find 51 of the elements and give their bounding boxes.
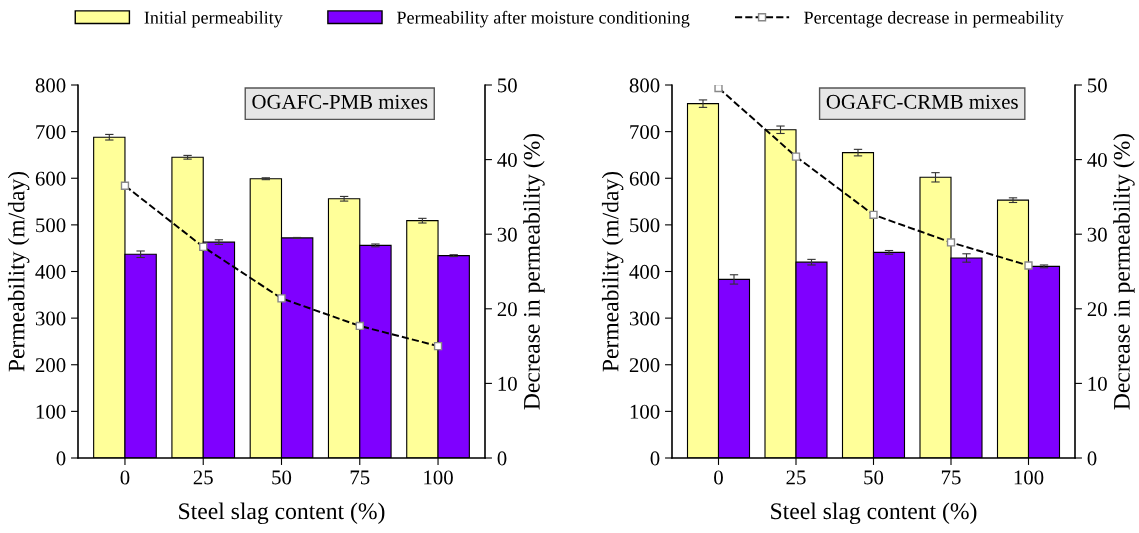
y-tick-label: 800 bbox=[35, 78, 66, 93]
y-tick-label: 300 bbox=[35, 311, 66, 326]
legend-label: Percentage decrease in permeability bbox=[804, 11, 1064, 28]
y2-tick-label: 20 bbox=[1087, 302, 1107, 317]
y-axis-title: Permeability (m/day) bbox=[601, 171, 624, 372]
legend-label: Initial permeability bbox=[144, 11, 283, 28]
x-tick-label: 0 bbox=[120, 470, 130, 485]
y2-tick-label: 20 bbox=[497, 302, 517, 317]
y-tick-label: 600 bbox=[35, 171, 66, 186]
y2-tick-label: 0 bbox=[497, 451, 507, 466]
y-tick-label: 100 bbox=[630, 404, 660, 419]
y2-tick-label: 50 bbox=[1088, 78, 1107, 93]
x-tick-label: 75 bbox=[350, 470, 370, 485]
x-tick-label: 50 bbox=[272, 470, 292, 485]
y-tick-label: 500 bbox=[630, 218, 660, 233]
y-tick-label: 200 bbox=[629, 358, 660, 373]
y-tick-label: 700 bbox=[36, 125, 66, 140]
y2-tick-label: 10 bbox=[498, 376, 517, 391]
x-tick-label: 100 bbox=[1014, 470, 1044, 485]
x-tick-label: 25 bbox=[786, 470, 806, 485]
y2-tick-label: 50 bbox=[498, 78, 517, 93]
y2-tick-label: 30 bbox=[497, 227, 517, 242]
y2-tick-label: 40 bbox=[1087, 152, 1107, 168]
annotation: OGAFC-CRMB mixes bbox=[826, 94, 1018, 109]
y-tick-label: 400 bbox=[629, 264, 660, 279]
annotation: OGAFC-PMB mixes bbox=[252, 94, 428, 109]
x-axis-title: Steel slag content (%) bbox=[179, 502, 385, 525]
y2-tick-label: 0 bbox=[1087, 451, 1097, 466]
x-tick-label: 100 bbox=[424, 470, 453, 485]
y2-tick-label: 30 bbox=[1087, 227, 1107, 242]
x-tick-label: 0 bbox=[714, 470, 723, 485]
x-tick-label: 50 bbox=[864, 470, 884, 485]
y-tick-label: 300 bbox=[629, 311, 660, 326]
y-tick-label: 600 bbox=[629, 171, 660, 186]
y-tick-label: 0 bbox=[56, 451, 66, 466]
x-tick-label: 75 bbox=[941, 470, 961, 485]
y2-axis-title: Decrease in permeability (%) bbox=[523, 133, 545, 410]
x-tick-label: 25 bbox=[193, 470, 213, 485]
y-tick-label: 500 bbox=[36, 218, 66, 233]
y-tick-label: 0 bbox=[650, 451, 660, 466]
y-axis-title: Permeability (m/day) bbox=[7, 171, 30, 372]
y-tick-label: 700 bbox=[630, 125, 660, 140]
y-tick-label: 800 bbox=[629, 78, 660, 93]
y2-tick-label: 40 bbox=[497, 152, 517, 168]
y2-axis-title: Decrease in permeability (%) bbox=[1113, 133, 1135, 410]
x-axis-title: Steel slag content (%) bbox=[771, 502, 977, 525]
legend-label: Permeability after moisture conditioning bbox=[397, 10, 690, 28]
y-tick-label: 100 bbox=[36, 404, 66, 419]
y2-tick-label: 10 bbox=[1088, 376, 1107, 391]
y-tick-label: 400 bbox=[35, 264, 66, 279]
y-tick-label: 200 bbox=[35, 358, 66, 373]
